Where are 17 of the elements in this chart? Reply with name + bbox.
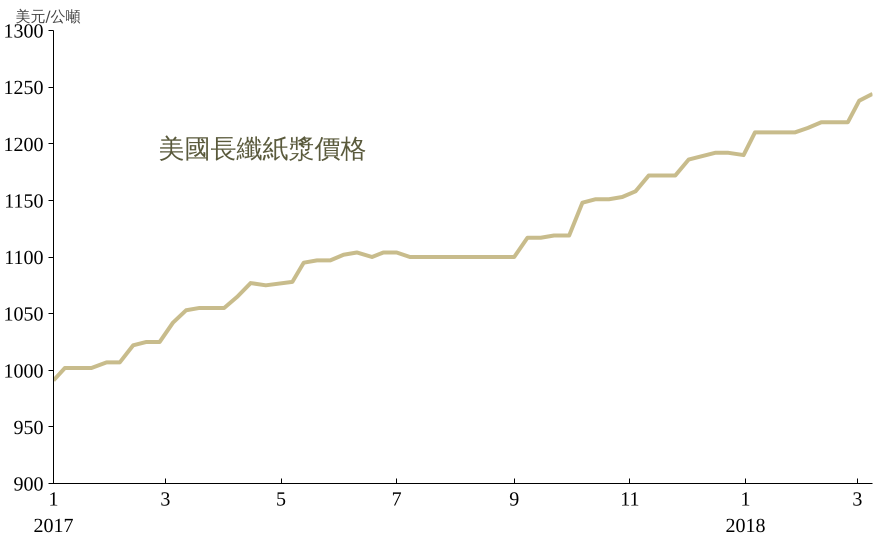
x-tick-label: 3 <box>160 488 170 510</box>
y-tick-label: 1050 <box>4 304 44 326</box>
x-tick-label: 1 2018 <box>725 488 766 537</box>
y-tick-label: 900 <box>14 474 44 496</box>
y-tick-label: 1200 <box>4 134 44 156</box>
y-tick-label: 950 <box>14 416 44 439</box>
x-tick-label: 7 <box>392 488 402 510</box>
x-tick-label: 11 <box>620 488 640 510</box>
x-tick-label: 9 <box>509 488 520 510</box>
x-tick-label: 3 <box>852 488 862 510</box>
y-tick-label: 1000 <box>4 360 44 382</box>
y-tick-label: 1150 <box>4 190 44 212</box>
line-series <box>54 92 872 382</box>
y-tick-label: 1250 <box>4 77 44 100</box>
text: 美國長纖紙漿價格 <box>158 134 366 164</box>
y-tick-label: 1100 <box>4 247 44 269</box>
x-tick-label: 5 <box>276 488 286 510</box>
